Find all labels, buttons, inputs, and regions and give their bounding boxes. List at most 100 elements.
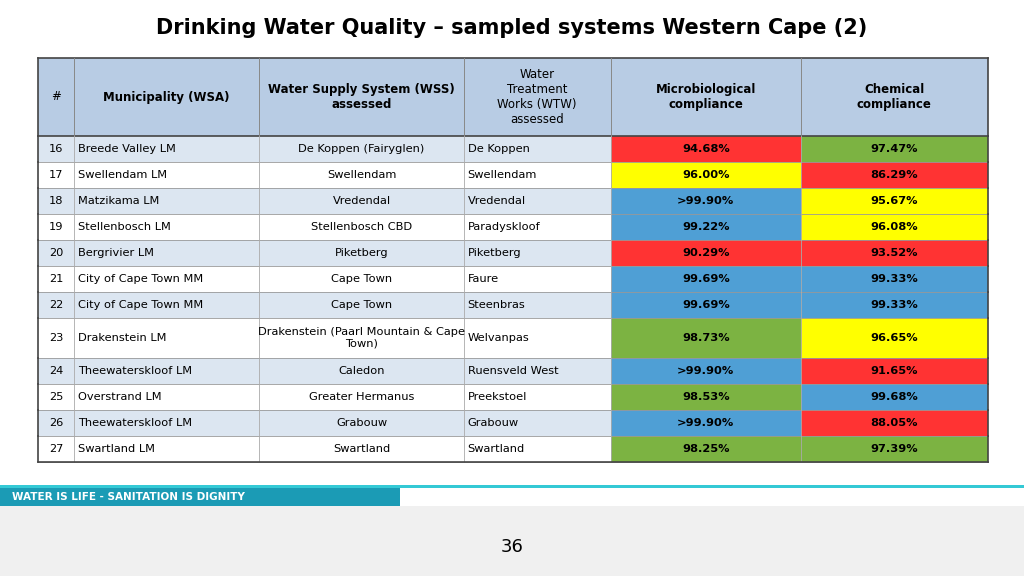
Text: 26: 26 [49, 418, 63, 428]
Text: Steenbras: Steenbras [468, 300, 525, 310]
Text: Swartland: Swartland [333, 444, 390, 454]
Text: 88.05%: 88.05% [870, 418, 919, 428]
Text: >99.90%: >99.90% [677, 366, 734, 376]
Text: Swellendam: Swellendam [327, 170, 396, 180]
Bar [38, 318, 988, 358]
Bar [0, 488, 400, 506]
Text: Grabouw: Grabouw [336, 418, 387, 428]
Bar [38, 384, 988, 410]
Text: Swellendam LM: Swellendam LM [78, 170, 167, 180]
Text: Vredendal: Vredendal [333, 196, 390, 206]
Bar [38, 358, 988, 384]
Bar [611, 188, 801, 214]
Bar [0, 485, 1024, 488]
Text: 97.39%: 97.39% [870, 444, 919, 454]
Text: Welvanpas: Welvanpas [468, 333, 529, 343]
Text: Chemical
compliance: Chemical compliance [857, 83, 932, 111]
Text: 18: 18 [49, 196, 63, 206]
Text: Theewaterskloof LM: Theewaterskloof LM [78, 366, 193, 376]
Text: Caledon: Caledon [338, 366, 385, 376]
Text: Cape Town: Cape Town [331, 300, 392, 310]
Bar [38, 410, 988, 436]
Bar [38, 162, 988, 188]
Bar [38, 188, 988, 214]
Bar [611, 214, 801, 240]
Text: 98.25%: 98.25% [682, 444, 729, 454]
Text: >99.90%: >99.90% [677, 196, 734, 206]
Text: 98.73%: 98.73% [682, 333, 730, 343]
Text: 19: 19 [49, 222, 63, 232]
Text: De Koppen (Fairyglen): De Koppen (Fairyglen) [298, 144, 425, 154]
Text: Greater Hermanus: Greater Hermanus [309, 392, 414, 402]
Text: 99.69%: 99.69% [682, 300, 730, 310]
Bar [611, 240, 801, 266]
Bar [611, 136, 801, 162]
Bar [801, 266, 988, 292]
Bar [801, 436, 988, 462]
Bar [611, 292, 801, 318]
Text: Ruensveld West: Ruensveld West [468, 366, 558, 376]
Text: Grabouw: Grabouw [468, 418, 519, 428]
Bar [38, 214, 988, 240]
Text: 86.29%: 86.29% [870, 170, 919, 180]
Bar [801, 410, 988, 436]
Text: 98.53%: 98.53% [682, 392, 730, 402]
Text: 24: 24 [49, 366, 63, 376]
Text: 95.67%: 95.67% [870, 196, 919, 206]
Text: Cape Town: Cape Town [331, 274, 392, 284]
Text: 96.65%: 96.65% [870, 333, 919, 343]
Text: 16: 16 [49, 144, 63, 154]
Text: Drakenstein LM: Drakenstein LM [78, 333, 167, 343]
Bar [801, 188, 988, 214]
Text: Swartland LM: Swartland LM [78, 444, 155, 454]
Text: 27: 27 [49, 444, 63, 454]
Text: 99.33%: 99.33% [870, 300, 919, 310]
Text: 94.68%: 94.68% [682, 144, 730, 154]
Text: De Koppen: De Koppen [468, 144, 529, 154]
Text: 25: 25 [49, 392, 63, 402]
Text: 36: 36 [501, 538, 523, 556]
Text: 99.69%: 99.69% [682, 274, 730, 284]
Text: 91.65%: 91.65% [870, 366, 919, 376]
Bar [611, 318, 801, 358]
Bar [801, 136, 988, 162]
Bar [38, 240, 988, 266]
Text: 21: 21 [49, 274, 63, 284]
Text: #: # [51, 90, 61, 104]
Bar [0, 506, 1024, 576]
Bar [611, 358, 801, 384]
Text: Stellenbosch CBD: Stellenbosch CBD [311, 222, 412, 232]
Bar [611, 410, 801, 436]
Bar [38, 136, 988, 162]
Bar [801, 384, 988, 410]
Bar [38, 292, 988, 318]
Bar [801, 292, 988, 318]
Text: 96.00%: 96.00% [682, 170, 729, 180]
Bar [38, 58, 988, 136]
Text: 99.33%: 99.33% [870, 274, 919, 284]
Text: Preekstoel: Preekstoel [468, 392, 527, 402]
Text: Faure: Faure [468, 274, 499, 284]
Text: 96.08%: 96.08% [870, 222, 919, 232]
Bar [611, 162, 801, 188]
Text: Overstrand LM: Overstrand LM [78, 392, 162, 402]
Bar [611, 266, 801, 292]
Text: Swellendam: Swellendam [468, 170, 537, 180]
Text: Vredendal: Vredendal [468, 196, 525, 206]
Text: Breede Valley LM: Breede Valley LM [78, 144, 176, 154]
Text: Swartland: Swartland [468, 444, 525, 454]
Text: Bergrivier LM: Bergrivier LM [78, 248, 154, 258]
Bar [801, 214, 988, 240]
Bar [801, 318, 988, 358]
Text: 23: 23 [49, 333, 63, 343]
Text: >99.90%: >99.90% [677, 418, 734, 428]
Bar [801, 162, 988, 188]
Bar [801, 240, 988, 266]
Text: 97.47%: 97.47% [870, 144, 919, 154]
Text: 93.52%: 93.52% [870, 248, 919, 258]
Text: Water Supply System (WSS)
assessed: Water Supply System (WSS) assessed [268, 83, 455, 111]
Bar [38, 266, 988, 292]
Text: Theewaterskloof LM: Theewaterskloof LM [78, 418, 193, 428]
Text: Municipality (WSA): Municipality (WSA) [103, 90, 230, 104]
Text: 90.29%: 90.29% [682, 248, 729, 258]
